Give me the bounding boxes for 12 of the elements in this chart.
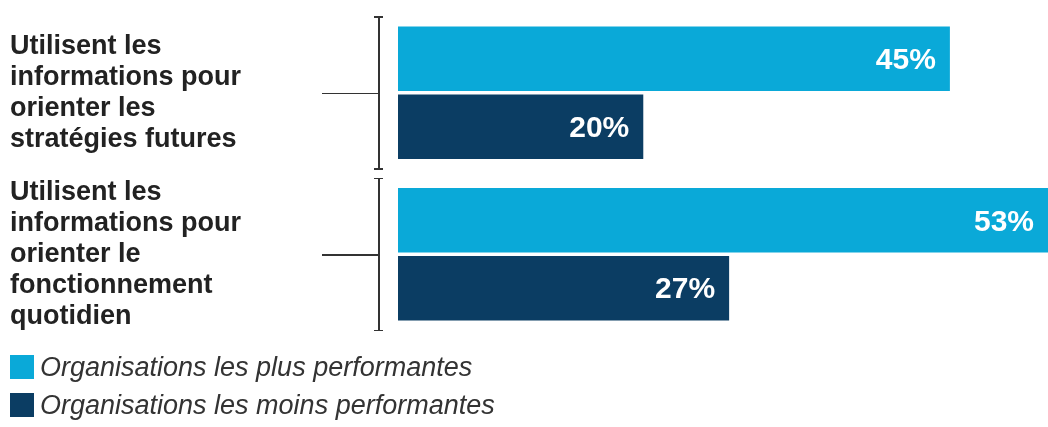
bar [398,188,1048,253]
legend-label: Organisations les moins performantes [40,389,495,421]
bar [398,255,730,321]
data-label: 20% [569,109,630,143]
data-label: 45% [875,42,936,76]
y-tick-label: Utilisent les informations pour orienter les stratégies futures [10,29,242,153]
bar [398,94,644,159]
legend-label: Organisations les plus performantes [40,351,473,383]
bar [398,26,950,92]
data-label: 27% [655,271,716,305]
y-tick-label: Utilisent les informations pour orienter le fonctionnement quotidien [10,175,242,330]
data-label: 53% [973,203,1034,237]
